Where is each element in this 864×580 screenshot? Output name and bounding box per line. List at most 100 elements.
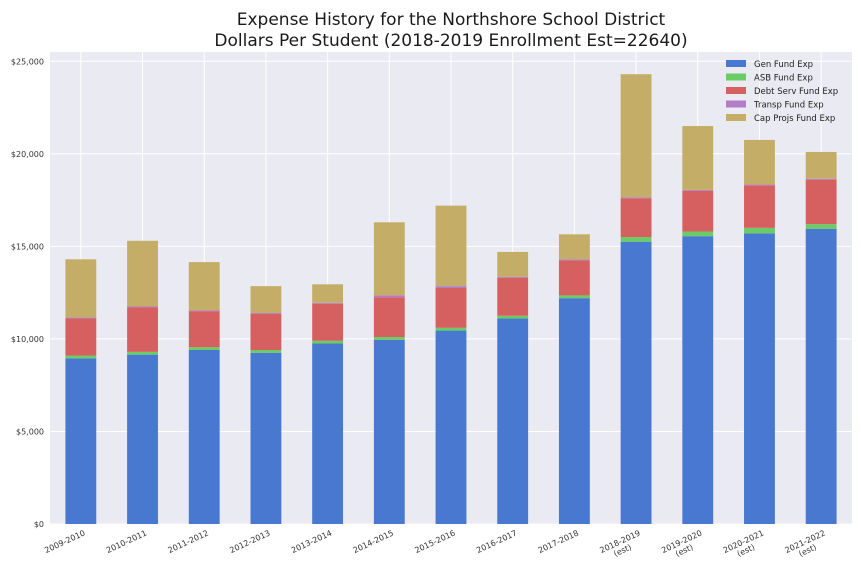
bar-segment-gen-fund-exp (558, 298, 590, 524)
bar-segment-asb-fund-exp (497, 315, 529, 319)
bar-segment-asb-fund-exp (188, 347, 220, 351)
y-tick-label: $10,000 (11, 335, 44, 344)
bar-segment-transp-fund-exp (65, 317, 97, 319)
legend-swatch (726, 60, 746, 67)
bar-segment-cap-projs-fund-exp (127, 240, 158, 307)
bar-segment-transp-fund-exp (682, 189, 714, 191)
x-tick-label-line: 2012-2013 (228, 528, 271, 555)
bar-segment-asb-fund-exp (127, 351, 158, 355)
x-tick-label: 2018-2019(est) (598, 528, 641, 558)
x-tick-label: 2009-2010 (43, 528, 86, 555)
x-tick-label: 2010-2011 (105, 528, 148, 555)
x-tick-label: 2017-2018 (537, 528, 580, 555)
x-tick-label: 2019-2020(est) (660, 528, 703, 558)
bar-segment-debt-serv-fund-exp (744, 185, 775, 228)
bar-segment-cap-projs-fund-exp (435, 205, 467, 287)
bar-segment-debt-serv-fund-exp (312, 303, 344, 341)
x-tick-label: 2021-2022(est) (784, 528, 827, 558)
bar-segment-asb-fund-exp (373, 337, 405, 340)
legend-label: Gen Fund Exp (754, 60, 813, 70)
bar-segment-debt-serv-fund-exp (127, 307, 158, 352)
legend-swatch (726, 73, 746, 81)
bar-segment-transp-fund-exp (497, 276, 529, 278)
legend: Gen Fund Exp ASB Fund Exp Debt Serv Fund E… (726, 60, 838, 124)
x-tick-label: 2012-2013 (228, 528, 271, 555)
bar-segment-debt-serv-fund-exp (435, 288, 467, 328)
bar-segment-asb-fund-exp (65, 355, 97, 359)
x-tick-label-line: 2010-2011 (105, 528, 148, 555)
bar-segment-cap-projs-fund-exp (65, 259, 97, 318)
legend-label: Debt Serv Fund Exp (754, 87, 838, 97)
bars (65, 74, 837, 525)
legend-label: Cap Projs Fund Exp (754, 114, 835, 124)
y-tick-label: $0 (34, 520, 44, 529)
x-tick-label: 2014-2015 (352, 528, 395, 555)
bar-segment-transp-fund-exp (744, 184, 775, 186)
chart-title-line-1: Expense History for the Northshore Schoo… (237, 10, 666, 30)
bar-segment-debt-serv-fund-exp (188, 311, 220, 348)
bar-segment-cap-projs-fund-exp (558, 234, 590, 260)
bar-segment-transp-fund-exp (558, 259, 590, 261)
bar-segment-debt-serv-fund-exp (373, 297, 405, 338)
legend-label: ASB Fund Exp (754, 74, 813, 84)
legend-swatch (726, 87, 746, 94)
bar-segment-gen-fund-exp (682, 236, 714, 524)
bar-segment-transp-fund-exp (373, 295, 405, 298)
x-tick-label-line: 2014-2015 (352, 528, 395, 555)
bar-segment-gen-fund-exp (497, 318, 529, 524)
bar-segment-gen-fund-exp (373, 339, 405, 524)
bar-segment-gen-fund-exp (805, 228, 837, 525)
x-tick-label-line: 2016-2017 (475, 528, 518, 555)
chart-title-line-2: Dollars Per Student (2018-2019 Enrollmen… (214, 31, 687, 51)
x-tick-label-line: 2011-2012 (167, 528, 210, 555)
bar-segment-gen-fund-exp (250, 352, 282, 524)
x-tick-label: 2020-2021(est) (722, 528, 765, 558)
bar-segment-gen-fund-exp (65, 358, 97, 524)
bar-segment-cap-projs-fund-exp (744, 139, 775, 185)
bar-segment-transp-fund-exp (805, 178, 837, 180)
legend-swatch (726, 114, 746, 121)
x-tick-label-line: 2009-2010 (43, 528, 86, 555)
y-tick-label: $25,000 (11, 57, 44, 66)
bar-segment-asb-fund-exp (682, 231, 714, 237)
y-tick-label: $15,000 (11, 242, 44, 251)
x-axis-tick-labels: 2009-2010 2010-2011 2011-2012 2012-2013 2013… (43, 528, 827, 558)
x-tick-label-line: 2013-2014 (290, 528, 333, 555)
bar-segment-transp-fund-exp (188, 310, 220, 312)
bar-segment-cap-projs-fund-exp (312, 284, 344, 303)
bar-segment-gen-fund-exp (620, 241, 652, 524)
bar-segment-transp-fund-exp (620, 197, 652, 199)
bar-segment-cap-projs-fund-exp (682, 126, 714, 190)
bar-segment-gen-fund-exp (744, 233, 775, 525)
x-tick-label-line: 2017-2018 (537, 528, 580, 555)
bar-segment-cap-projs-fund-exp (188, 262, 220, 311)
bar-segment-transp-fund-exp (435, 286, 467, 288)
bar-segment-cap-projs-fund-exp (373, 222, 405, 296)
bar-segment-debt-serv-fund-exp (65, 318, 97, 356)
bar-segment-gen-fund-exp (435, 330, 467, 524)
bar-segment-asb-fund-exp (435, 327, 467, 331)
bar-segment-asb-fund-exp (250, 350, 282, 353)
y-tick-label: $20,000 (11, 150, 44, 159)
y-axis-tick-labels: $0 $5,000 $10,000 $15,000 $20,000 $25,000 (11, 57, 44, 529)
bar-segment-transp-fund-exp (127, 306, 158, 308)
bar-segment-debt-serv-fund-exp (250, 313, 282, 351)
chart-title: Expense History for the Northshore Schoo… (214, 10, 687, 51)
bar-segment-transp-fund-exp (312, 302, 344, 304)
bar-segment-asb-fund-exp (312, 340, 344, 344)
bar-segment-asb-fund-exp (744, 227, 775, 234)
bar-segment-debt-serv-fund-exp (558, 260, 590, 296)
bar-segment-debt-serv-fund-exp (497, 277, 529, 316)
bar-segment-asb-fund-exp (805, 224, 837, 229)
x-tick-label: 2015-2016 (413, 528, 456, 555)
bar-segment-gen-fund-exp (127, 354, 158, 524)
x-tick-label-line: 2015-2016 (413, 528, 456, 555)
x-tick-label: 2016-2017 (475, 528, 518, 555)
bar-segment-asb-fund-exp (558, 295, 590, 299)
legend-swatch (726, 100, 746, 108)
bar-segment-cap-projs-fund-exp (250, 286, 282, 313)
legend-label: Transp Fund Exp (753, 101, 824, 111)
x-tick-label: 2013-2014 (290, 528, 333, 555)
